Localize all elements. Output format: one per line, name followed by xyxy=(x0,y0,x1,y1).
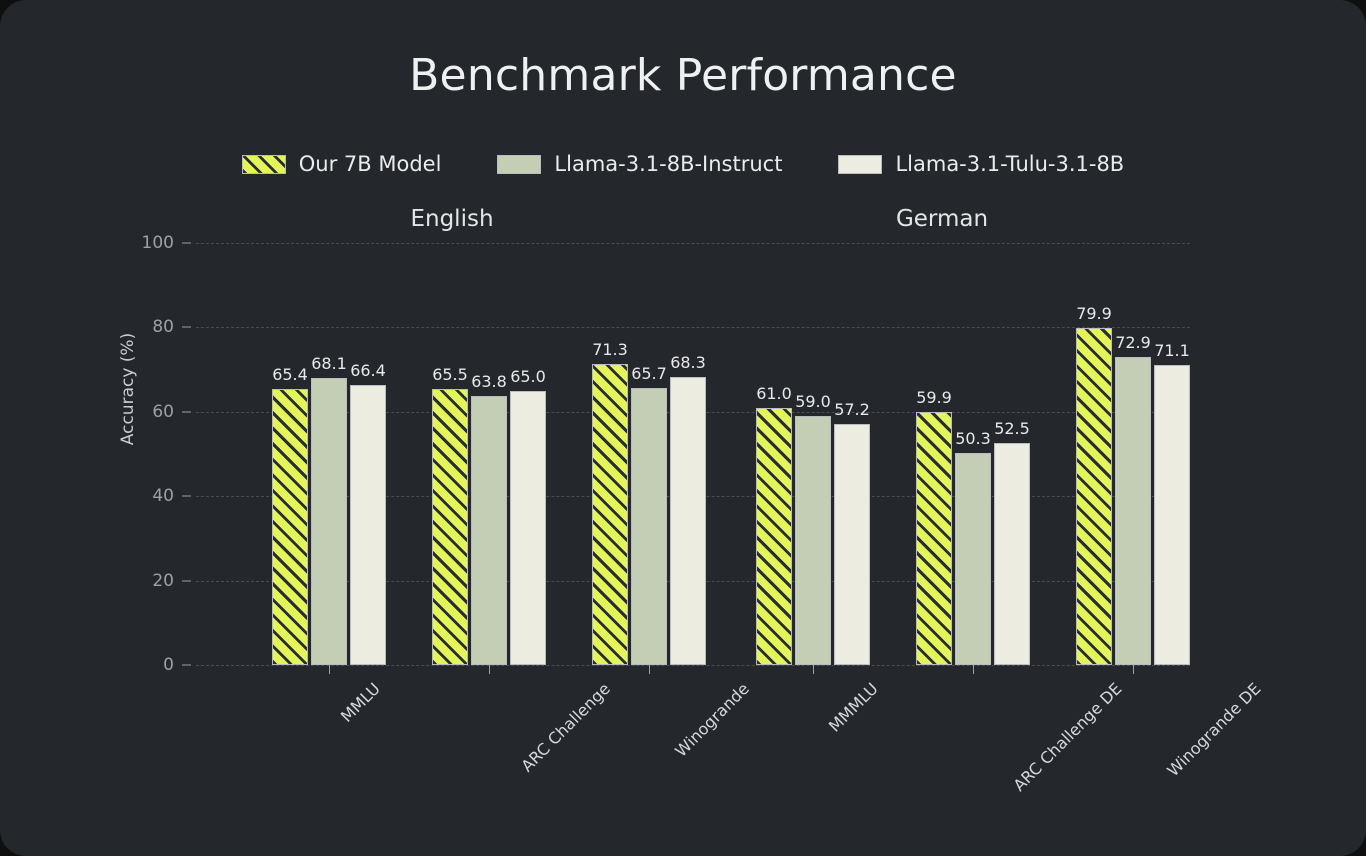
bar[interactable] xyxy=(1154,364,1190,665)
bar[interactable] xyxy=(955,452,991,665)
legend-label: Our 7B Model xyxy=(298,152,442,176)
bar-value-label: 65.4 xyxy=(272,365,308,384)
bar-value-label: 61.0 xyxy=(756,383,792,403)
x-tick-mark xyxy=(1133,665,1134,674)
y-tick-mark xyxy=(182,242,191,244)
bar[interactable] xyxy=(756,407,792,665)
bar-value-label: 59.9 xyxy=(916,388,952,408)
bar-value-label: 71.1 xyxy=(1154,340,1190,360)
y-tick-label: 60 xyxy=(152,401,174,422)
plot-area: 0 20 40 60 80 100 65.4 68.1 66.4 MMLU 65.5 63.8 65.0… xyxy=(142,233,1265,795)
y-tick-mark xyxy=(182,411,191,413)
y-tick-label: 20 xyxy=(152,570,174,591)
bar[interactable] xyxy=(670,376,706,665)
y-tick-mark xyxy=(182,664,191,666)
subplot-title-german: German xyxy=(895,206,989,232)
bar-value-label: 52.5 xyxy=(994,419,1030,439)
sage-swatch xyxy=(497,154,542,174)
bar-value-label: 59.0 xyxy=(795,392,831,412)
x-tick-mark xyxy=(489,665,490,674)
bar-value-label: 65.0 xyxy=(510,366,546,386)
y-tick-label: 80 xyxy=(152,317,174,338)
bar-value-label: 66.4 xyxy=(350,360,386,380)
bar-value-label: 71.3 xyxy=(592,340,628,360)
bar-value-label: 65.5 xyxy=(432,364,468,384)
bar[interactable] xyxy=(1115,357,1151,665)
x-tick-mark xyxy=(973,665,974,674)
x-tick-mark xyxy=(813,665,814,674)
cream-swatch xyxy=(838,154,883,174)
bar[interactable] xyxy=(350,384,386,665)
bar-value-label: 68.3 xyxy=(670,352,706,372)
bar-value-label: 63.8 xyxy=(471,371,507,391)
y-tick-mark xyxy=(182,580,191,582)
subplot-title-english: English xyxy=(410,206,494,232)
bar[interactable] xyxy=(795,416,831,665)
y-tick-label: 0 xyxy=(163,655,174,675)
legend-label: Llama-3.1-Tulu-3.1-8B xyxy=(895,152,1125,176)
chart-legend: Our 7B Model Llama-3.1-8B-Instruct Llama… xyxy=(0,152,1366,176)
bar[interactable] xyxy=(471,395,507,665)
bar[interactable] xyxy=(916,412,952,665)
legend-item-instruct[interactable]: Llama-3.1-8B-Instruct xyxy=(497,152,782,176)
gridline xyxy=(196,243,1190,244)
x-tick-label: Winogrande DE xyxy=(1163,679,1265,781)
legend-item-our-model[interactable]: Our 7B Model xyxy=(241,152,442,176)
bar[interactable] xyxy=(432,388,468,665)
y-tick-mark xyxy=(182,326,191,328)
bar[interactable] xyxy=(631,387,667,665)
x-tick-mark xyxy=(329,665,330,674)
bar-value-label: 68.1 xyxy=(311,353,347,373)
bar[interactable] xyxy=(1076,327,1112,665)
x-tick-mark xyxy=(649,665,650,674)
y-tick-label: 100 xyxy=(141,233,174,253)
gridline xyxy=(196,665,1190,666)
bar-value-label: 72.9 xyxy=(1115,333,1151,353)
x-tick-label: ARC Challenge DE xyxy=(1009,679,1126,795)
legend-label: Llama-3.1-8B-Instruct xyxy=(554,152,783,176)
y-tick-mark xyxy=(182,495,191,497)
x-tick-label: ARC Challenge xyxy=(517,679,614,776)
bar-value-label: 50.3 xyxy=(955,428,991,448)
hatched-yellow-swatch xyxy=(241,154,286,174)
bar[interactable] xyxy=(834,423,870,665)
y-axis-label: Accuracy (%) xyxy=(118,332,138,446)
bar[interactable] xyxy=(272,389,308,665)
bar-value-label: 79.9 xyxy=(1076,303,1112,323)
legend-item-tulu[interactable]: Llama-3.1-Tulu-3.1-8B xyxy=(838,152,1124,176)
x-tick-label: MMLU xyxy=(336,679,384,726)
bar[interactable] xyxy=(994,443,1030,665)
chart-title: Benchmark Performance xyxy=(409,50,957,101)
bar[interactable] xyxy=(311,377,347,665)
x-tick-label: MMMLU xyxy=(824,679,882,736)
gridline xyxy=(196,327,1190,329)
y-tick-label: 40 xyxy=(152,486,174,507)
bar-value-label: 65.7 xyxy=(631,363,667,383)
bar[interactable] xyxy=(510,390,546,665)
bar[interactable] xyxy=(592,364,628,665)
bar-value-label: 57.2 xyxy=(834,399,870,419)
x-tick-label: Winogrande xyxy=(671,679,753,761)
